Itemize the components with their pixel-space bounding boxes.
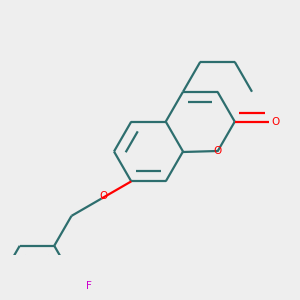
Text: F: F — [86, 281, 92, 291]
Text: O: O — [100, 191, 108, 201]
Text: O: O — [213, 146, 222, 157]
Text: O: O — [272, 117, 280, 127]
